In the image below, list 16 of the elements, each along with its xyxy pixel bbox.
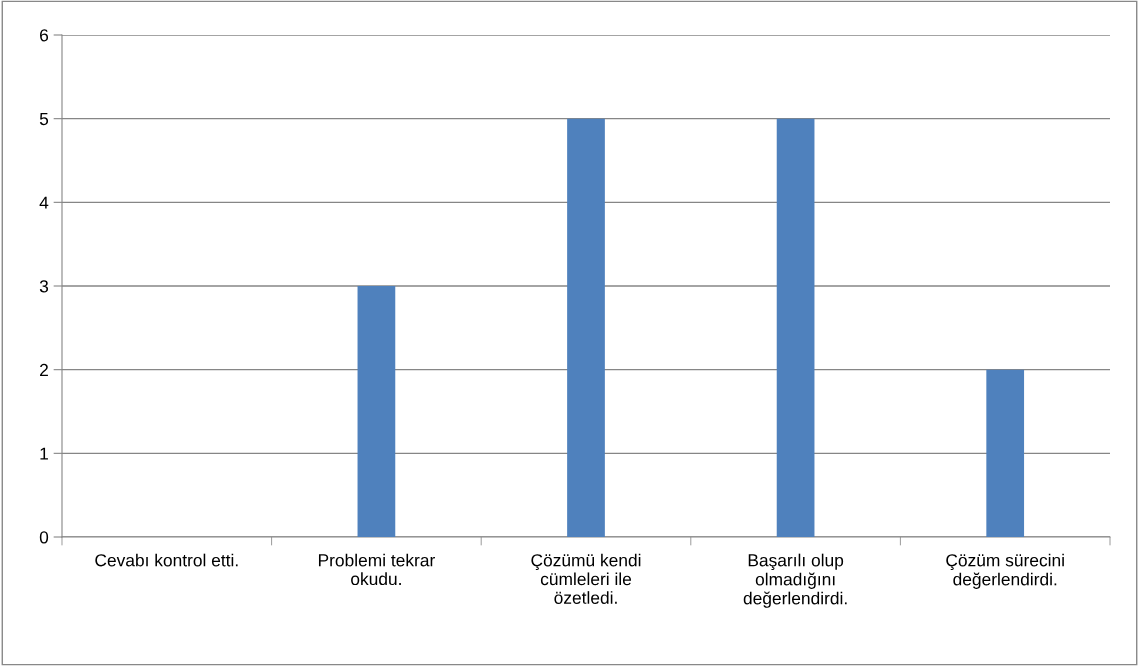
y-tick-label: 5 bbox=[39, 113, 49, 126]
x-tick-label: Cevabı kontrol etti. bbox=[95, 553, 238, 567]
y-tick-label: 1 bbox=[40, 447, 48, 460]
bar bbox=[986, 369, 1025, 537]
x-tick-label: Çözümü kendi cümleleri ile özetledi. bbox=[531, 553, 641, 604]
y-tick-label: 2 bbox=[40, 363, 48, 376]
y-tick-label: 4 bbox=[39, 196, 49, 209]
x-tick-label: Problemi tekrar okudu. bbox=[318, 553, 435, 586]
bar bbox=[357, 286, 396, 537]
y-tick-label: 3 bbox=[39, 280, 49, 293]
bar bbox=[567, 118, 605, 537]
bar bbox=[776, 118, 815, 537]
x-tick-label: Çözüm sürecini değerlendirdi. bbox=[946, 553, 1064, 589]
x-tick-label: Başarılı olup olmadığını değerlendirdi. bbox=[743, 553, 847, 608]
y-tick-label: 6 bbox=[40, 29, 49, 42]
y-tick-label: 0 bbox=[39, 531, 49, 544]
